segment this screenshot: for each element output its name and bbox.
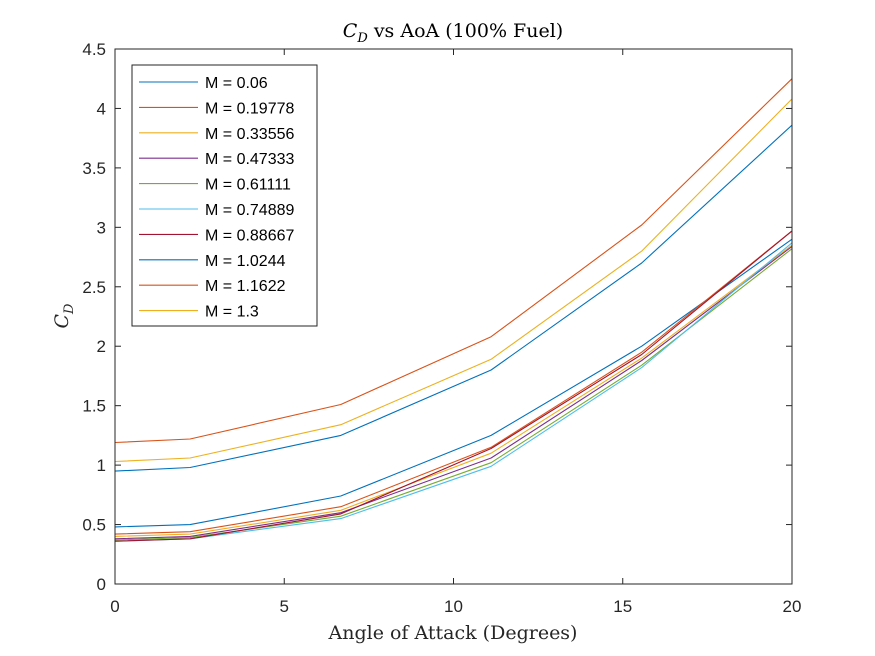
y-tick-label: 0	[97, 575, 106, 594]
series-line-6	[114, 230, 793, 542]
x-tick-label: 10	[444, 597, 463, 616]
legend-label-7: M = 1.0244	[205, 253, 286, 270]
y-tick-label: 3.5	[82, 159, 106, 178]
title-rest: vs AoA (100% Fuel)	[368, 20, 563, 42]
series-line-7	[114, 124, 793, 472]
chart-title: CD vs AoA (100% Fuel)	[343, 20, 563, 46]
legend-label-1: M = 0.19778	[205, 100, 295, 117]
y-tick-label: 3	[97, 218, 106, 237]
title-subscript-d: D	[356, 31, 368, 46]
legend-box	[131, 64, 318, 327]
y-tick-label: 1	[97, 456, 106, 475]
y-tick-label: 4.5	[82, 40, 106, 59]
legend-label-2: M = 0.33556	[205, 126, 295, 143]
y-tick-label: 4	[97, 99, 106, 118]
series-lines	[114, 78, 793, 542]
y-axis-label: CD	[51, 303, 77, 329]
legend-label-4: M = 0.61111	[205, 177, 291, 194]
ylabel-c: C	[51, 313, 73, 328]
x-tick-label: 20	[783, 597, 802, 616]
ylabel-subscript-d: D	[62, 303, 77, 315]
y-tick-label: 0.5	[82, 516, 106, 535]
series-line-9	[114, 98, 793, 463]
x-axis-ticks: 0 5 10 15 20	[110, 49, 801, 616]
legend-label-3: M = 0.47333	[205, 151, 295, 168]
svg-text:CD: CD	[51, 303, 77, 329]
legend-label-6: M = 0.88667	[205, 227, 295, 244]
legend-label-5: M = 0.74889	[205, 202, 295, 219]
x-tick-label: 5	[280, 597, 289, 616]
series-line-4	[114, 248, 793, 541]
x-axis-label: Angle of Attack (Degrees)	[328, 622, 578, 644]
series-line-0	[114, 238, 793, 528]
series-line-8	[114, 78, 793, 444]
legend: M = 0.06 M = 0.19778 M = 0.33556 M = 0.4733…	[131, 64, 318, 327]
title-c: C	[343, 20, 358, 42]
series-line-1	[114, 230, 793, 535]
y-tick-label: 2.5	[82, 278, 106, 297]
y-axis-ticks: 0 0.5 1 1.5 2 2.5 3 3.5 4 4.5	[82, 40, 792, 594]
x-tick-label: 15	[613, 597, 632, 616]
y-tick-label: 2	[97, 337, 106, 356]
legend-label-0: M = 0.06	[205, 75, 268, 92]
y-tick-label: 1.5	[82, 397, 106, 416]
legend-label-8: M = 1.1622	[205, 278, 286, 295]
series-line-3	[114, 245, 793, 540]
legend-label-9: M = 1.3	[205, 304, 259, 321]
x-tick-label: 0	[110, 597, 119, 616]
